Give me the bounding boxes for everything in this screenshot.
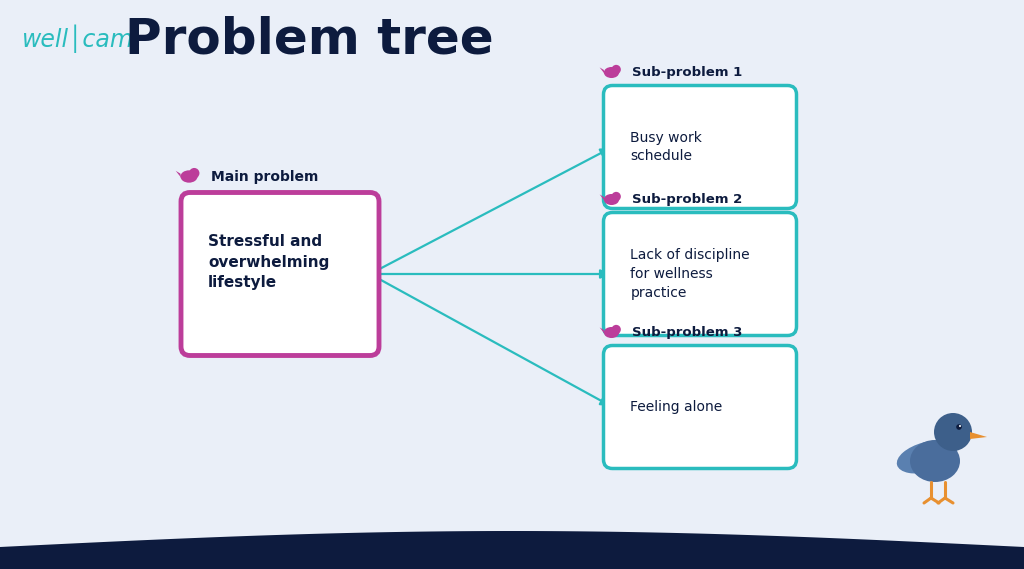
Polygon shape (600, 327, 604, 333)
FancyBboxPatch shape (603, 85, 797, 208)
Circle shape (611, 192, 621, 201)
Ellipse shape (180, 170, 198, 183)
Circle shape (189, 168, 200, 179)
Polygon shape (176, 171, 181, 178)
Circle shape (611, 325, 621, 334)
Circle shape (611, 65, 621, 74)
Polygon shape (970, 432, 987, 439)
Text: well│cam: well│cam (22, 24, 134, 53)
Text: Feeling alone: Feeling alone (631, 400, 723, 414)
Polygon shape (600, 67, 604, 73)
Text: Lack of discipline
for wellness
practice: Lack of discipline for wellness practice (631, 248, 751, 300)
Text: Sub-problem 1: Sub-problem 1 (632, 66, 741, 79)
Text: Busy work
schedule: Busy work schedule (631, 130, 702, 163)
Polygon shape (0, 531, 1024, 569)
FancyBboxPatch shape (603, 212, 797, 336)
Ellipse shape (897, 440, 957, 473)
FancyBboxPatch shape (603, 345, 797, 468)
Text: Sub-problem 3: Sub-problem 3 (632, 326, 741, 339)
Polygon shape (600, 195, 604, 200)
Ellipse shape (604, 67, 620, 78)
Circle shape (959, 425, 961, 427)
Text: Main problem: Main problem (211, 170, 318, 183)
Text: Stressful and
overwhelming
lifestyle: Stressful and overwhelming lifestyle (208, 233, 330, 291)
Text: Problem tree: Problem tree (125, 15, 494, 63)
Circle shape (956, 424, 962, 430)
Text: Sub-problem 2: Sub-problem 2 (632, 193, 741, 206)
Ellipse shape (604, 194, 620, 205)
Ellipse shape (910, 440, 961, 482)
FancyBboxPatch shape (181, 192, 379, 356)
Circle shape (934, 413, 972, 451)
Ellipse shape (604, 327, 620, 338)
